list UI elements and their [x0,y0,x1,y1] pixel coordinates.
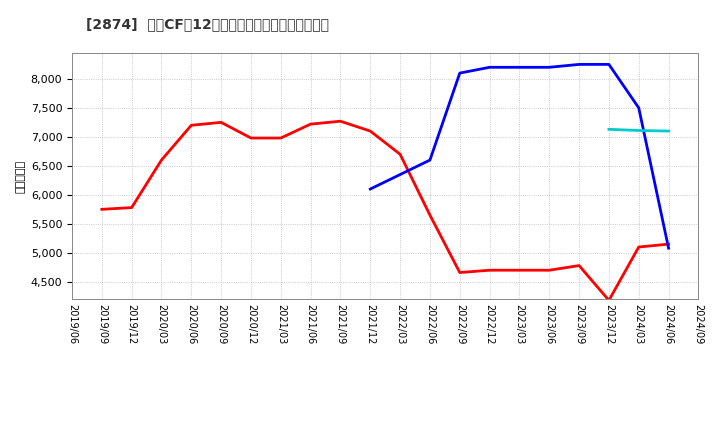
3年 [545,268,554,273]
7年 [605,127,613,132]
3年 [217,120,225,125]
5年 [545,65,554,70]
5年 [485,65,494,70]
5年 [665,246,673,251]
Line: 7年: 7年 [609,129,669,131]
3年 [336,118,345,124]
7年 [665,128,673,134]
3年 [396,152,405,157]
3年 [127,205,136,210]
5年 [605,62,613,67]
3年 [366,128,374,134]
3年 [456,270,464,275]
7年 [634,128,643,133]
3年 [426,213,434,218]
3年 [157,158,166,163]
5年 [575,62,583,67]
Text: [2874]  投賄CFの12か月移動合計の標準偏差の推移: [2874] 投賄CFの12か月移動合計の標準偏差の推移 [86,18,329,32]
Line: 3年: 3年 [102,121,669,301]
3年 [276,136,285,141]
Line: 5年: 5年 [370,64,669,248]
5年 [396,172,405,177]
Legend: 3年, 5年, 7年, 10年: 3年, 5年, 7年, 10年 [225,433,545,440]
3年 [187,123,196,128]
3年 [306,121,315,127]
5年 [456,70,464,76]
3年 [665,242,673,247]
5年 [634,105,643,110]
5年 [366,187,374,192]
3年 [575,263,583,268]
5年 [515,65,523,70]
5年 [426,158,434,163]
Y-axis label: （百万円）: （百万円） [15,159,25,193]
3年 [485,268,494,273]
3年 [634,244,643,249]
3年 [247,136,256,141]
3年 [97,207,106,212]
3年 [605,298,613,303]
3年 [515,268,523,273]
